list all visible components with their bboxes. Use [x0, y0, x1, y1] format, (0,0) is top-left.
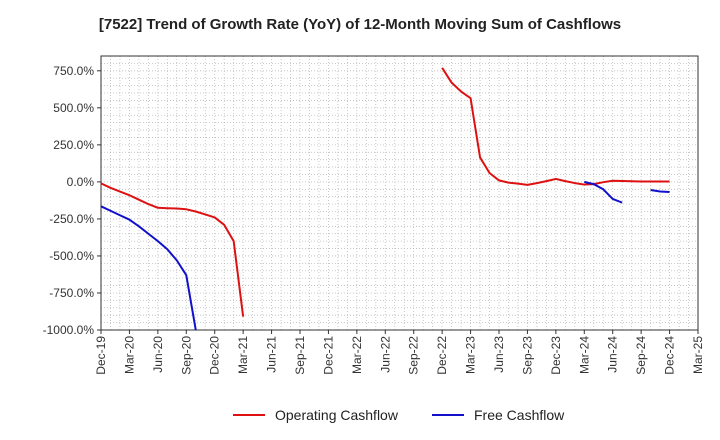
x-tick-label: Jun-21 — [265, 336, 279, 373]
x-tick-label: Mar-21 — [236, 336, 250, 374]
x-tick-label: Dec-21 — [321, 336, 335, 375]
x-tick-label: Mar-23 — [464, 336, 478, 374]
series-lines — [100, 67, 670, 331]
y-tick-label: -250.0% — [49, 212, 94, 226]
x-tick-label: Jun-23 — [492, 336, 506, 373]
x-tick-label: Dec-24 — [663, 336, 677, 375]
free-cashflow-line — [100, 180, 670, 331]
x-tick-label: Sep-21 — [293, 336, 307, 375]
x-tick-label: Mar-20 — [122, 336, 136, 374]
x-tick-label: Jun-20 — [151, 336, 165, 373]
x-tick-label: Sep-24 — [634, 336, 648, 375]
operating-cashflow-line — [100, 67, 670, 317]
x-tick-label: Jun-24 — [606, 336, 620, 373]
y-tick-label: -750.0% — [49, 286, 94, 300]
x-tick-label: Dec-22 — [435, 336, 449, 375]
legend-label: Free Cashflow — [474, 407, 565, 423]
x-tick-label: Dec-20 — [208, 336, 222, 375]
x-tick-label: Sep-20 — [179, 336, 193, 375]
chart-title: [7522] Trend of Growth Rate (YoY) of 12-… — [98, 16, 622, 33]
x-tick-label: Mar-25 — [691, 336, 705, 374]
series-free-cashflow — [100, 180, 670, 331]
legend-swatch — [432, 414, 464, 416]
legend-item-operating-cashflow: Operating Cashflow — [233, 404, 398, 426]
x-tick-label: Jun-22 — [378, 336, 392, 373]
y-tick-label: 250.0% — [53, 138, 94, 152]
y-tick-label: 750.0% — [53, 64, 94, 78]
x-tick-label: Sep-22 — [407, 336, 421, 375]
x-tick-label: Sep-23 — [520, 336, 534, 375]
axes: 750.0% 500.0% 250.0% 0.0% -250.0% -500.0% -750… — [43, 64, 705, 375]
series-operating-cashflow — [100, 67, 670, 317]
plot-frame — [100, 55, 699, 331]
legend-label: Operating Cashflow — [275, 407, 398, 423]
x-tick-label: Dec-19 — [94, 336, 108, 375]
y-tick-label: 500.0% — [53, 101, 94, 115]
x-tick-label: Mar-24 — [577, 336, 591, 374]
x-tick-label: Mar-22 — [350, 336, 364, 374]
legend: Operating Cashflow Free Cashflow — [0, 404, 720, 426]
x-tick-label: Dec-23 — [549, 336, 563, 375]
y-tick-label: -500.0% — [49, 249, 94, 263]
y-tick-label: 0.0% — [67, 175, 95, 189]
y-tick-label: -1000.0% — [43, 323, 95, 337]
legend-item-free-cashflow: Free Cashflow — [432, 404, 564, 426]
legend-swatch — [233, 414, 265, 416]
grid — [101, 56, 698, 330]
